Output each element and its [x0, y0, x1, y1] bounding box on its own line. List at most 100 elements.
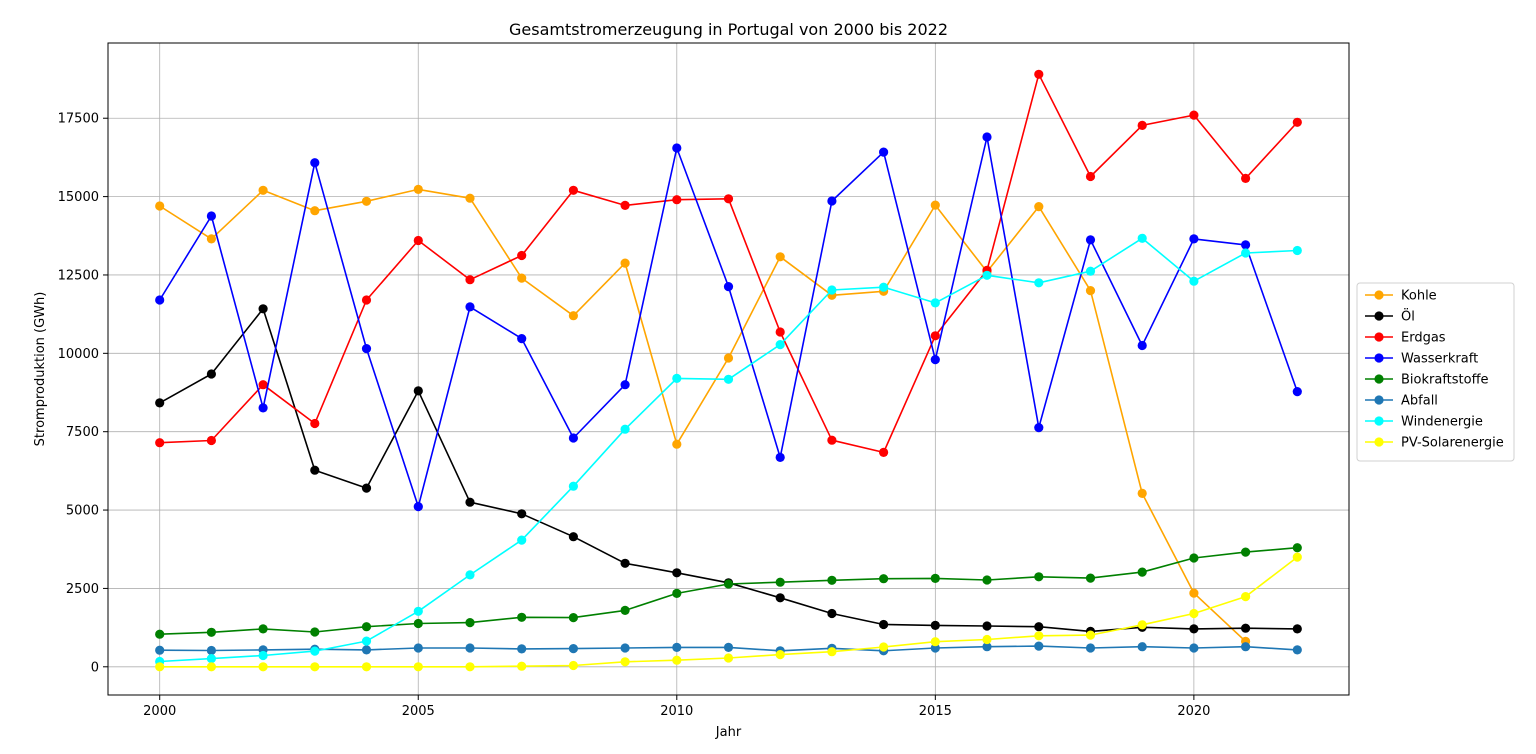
data-point: [879, 282, 889, 292]
y-tick-label: 2500: [66, 582, 99, 597]
data-point: [723, 642, 734, 653]
data-point: [155, 438, 165, 448]
data-point: [1189, 110, 1199, 120]
data-point: [723, 374, 734, 384]
data-point: [1034, 202, 1044, 212]
data-point: [155, 201, 165, 211]
data-point: [1034, 278, 1044, 288]
data-point: [620, 200, 630, 210]
data-point: [1189, 624, 1199, 634]
data-point: [1292, 245, 1302, 256]
data-point: [258, 380, 268, 390]
data-point: [517, 661, 527, 671]
data-point: [1292, 387, 1302, 397]
legend-label: Erdgas: [1401, 331, 1446, 346]
data-point: [310, 418, 320, 429]
data-point: [258, 185, 268, 195]
data-point: [620, 558, 630, 568]
data-point: [775, 650, 785, 660]
data-point: [206, 645, 216, 656]
chart-title: Gesamtstromerzeugung in Portugal von 200…: [509, 20, 948, 39]
data-point: [413, 235, 423, 246]
data-point: [723, 579, 734, 589]
data-point: [1292, 645, 1302, 655]
data-point: [1034, 572, 1044, 582]
data-point: [775, 340, 785, 350]
data-point: [1241, 248, 1251, 258]
data-point: [155, 645, 165, 655]
data-point: [517, 273, 527, 283]
data-point: [620, 657, 630, 667]
series-windenergie: [155, 233, 1302, 667]
data-point: [879, 574, 889, 584]
data-point: [930, 620, 940, 631]
data-point: [361, 295, 372, 305]
data-point: [620, 424, 630, 434]
data-point: [1241, 592, 1251, 602]
legend-item: PV-Solarenergie: [1365, 436, 1504, 451]
data-point: [310, 627, 320, 637]
data-point: [775, 577, 785, 587]
data-point: [982, 132, 992, 142]
data-point: [361, 636, 372, 646]
data-point: [206, 627, 216, 637]
legend: Kohle Öl Erdgas Wasserkraft Biokraftstoffe Ab…: [1356, 282, 1515, 462]
data-point: [1137, 340, 1147, 351]
data-point: [206, 369, 216, 379]
data-point: [568, 433, 579, 443]
data-point: [827, 608, 837, 619]
data-point: [568, 613, 579, 623]
data-point: [465, 662, 475, 672]
data-point: [1241, 642, 1251, 652]
data-point: [258, 304, 268, 314]
legend-marker: [1374, 437, 1384, 447]
legend-item: Biokraftstoffe: [1365, 373, 1489, 388]
data-point: [1085, 266, 1096, 276]
data-point: [155, 295, 165, 305]
y-tick-label: 15000: [58, 190, 99, 205]
data-point: [775, 252, 785, 262]
data-point: [206, 654, 216, 664]
data-point: [1085, 630, 1096, 640]
data-point: [1241, 240, 1251, 250]
y-tick-label: 12500: [58, 268, 99, 283]
data-point: [568, 481, 579, 491]
data-point: [361, 344, 372, 354]
data-point: [1241, 547, 1251, 557]
data-point: [827, 435, 837, 445]
data-point: [723, 353, 734, 363]
data-point: [465, 275, 475, 285]
data-point: [879, 147, 889, 157]
data-point: [879, 619, 889, 630]
data-point: [361, 662, 372, 672]
series-wasserkraft: [155, 132, 1302, 512]
legend-item: Windenergie: [1365, 415, 1483, 430]
data-point: [361, 622, 372, 632]
data-point: [310, 662, 320, 672]
legend-label: PV-Solarenergie: [1401, 436, 1504, 451]
data-point: [723, 282, 734, 292]
legend-box: [1356, 282, 1515, 462]
plot-frame: [107, 42, 1350, 696]
data-point: [620, 605, 630, 616]
data-point: [1137, 233, 1147, 243]
data-point: [1085, 573, 1096, 583]
legend-label: Öl: [1401, 308, 1415, 325]
data-point: [723, 194, 734, 204]
x-axis-label: Jahr: [715, 725, 742, 740]
data-point: [1189, 234, 1199, 244]
data-point: [775, 593, 785, 603]
data-point: [517, 509, 527, 519]
data-point: [413, 643, 423, 653]
data-point: [465, 193, 475, 203]
y-tick-label: 17500: [58, 112, 99, 127]
data-point: [206, 662, 216, 672]
data-point: [827, 285, 837, 295]
y-tick-label: 0: [91, 660, 99, 675]
data-point: [1034, 423, 1044, 433]
data-point: [1189, 553, 1199, 563]
data-point: [1137, 642, 1147, 652]
data-point: [1034, 622, 1044, 632]
data-point: [206, 234, 216, 244]
legend-marker: [1374, 353, 1384, 363]
